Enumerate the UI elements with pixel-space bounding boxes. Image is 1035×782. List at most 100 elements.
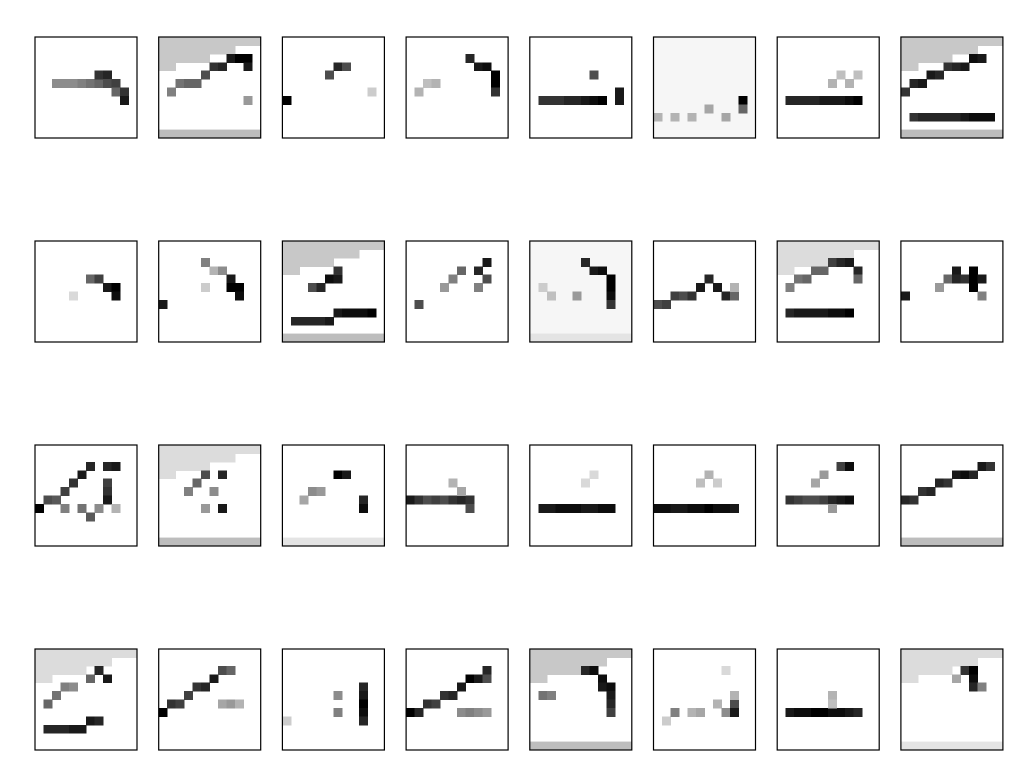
panel-frame xyxy=(405,240,509,343)
feature-panel-13 xyxy=(529,240,633,343)
panel-activation-cell xyxy=(713,503,722,513)
panel-top-fill-cell xyxy=(299,249,309,259)
panel-top-fill-cell xyxy=(802,257,812,267)
panel-top-fill-cell xyxy=(77,649,87,658)
panel-activation-cell xyxy=(457,707,467,717)
panel-frame xyxy=(34,444,138,547)
panel-activation-cell xyxy=(977,112,987,122)
panel-activation-cell xyxy=(580,95,590,105)
panel-top-fill-cell xyxy=(158,470,168,480)
panel-activation-cell xyxy=(597,266,607,276)
panel-top-fill-cell xyxy=(167,62,177,72)
panel-top-fill-cell xyxy=(909,45,919,55)
feature-panel-1 xyxy=(34,36,138,139)
panel-frame xyxy=(281,240,385,343)
panel-activation-cell xyxy=(201,470,211,480)
panel-activation-cell xyxy=(538,691,548,700)
panel-activation-cell xyxy=(960,470,970,480)
panel-activation-cell xyxy=(951,112,961,122)
panel-top-fill-cell xyxy=(597,649,607,658)
panel-frame xyxy=(529,444,633,547)
panel-activation-cell xyxy=(192,478,202,488)
panel-activation-cell xyxy=(606,274,616,284)
panel-activation-cell xyxy=(60,724,70,734)
panel-activation-cell xyxy=(934,478,944,488)
panel-activation-cell xyxy=(440,495,450,505)
panel-top-fill-cell xyxy=(900,657,910,667)
feature-panel-10 xyxy=(158,240,262,343)
panel-activation-cell xyxy=(730,291,739,301)
panel-activation-cell xyxy=(167,699,177,709)
panel-activation-cell xyxy=(333,470,343,480)
panel-activation-cell xyxy=(670,112,680,122)
panel-activation-cell xyxy=(606,699,616,709)
panel-top-fill-cell xyxy=(802,241,812,250)
panel-activation-cell xyxy=(670,503,680,513)
panel-top-fill-cell xyxy=(316,241,326,250)
panel-activation-cell xyxy=(653,299,663,309)
panel-activation-cell xyxy=(819,308,829,318)
panel-top-fill-cell xyxy=(926,665,936,675)
panel-activation-cell xyxy=(828,308,838,318)
panel-activation-cell xyxy=(69,79,78,88)
panel-activation-cell xyxy=(589,95,599,105)
panel-top-fill-cell xyxy=(926,53,936,63)
panel-activation-cell xyxy=(687,291,697,301)
panel-activation-cell xyxy=(951,470,961,480)
panel-activation-cell xyxy=(86,274,95,284)
panel-activation-cell xyxy=(951,266,961,276)
panel-top-fill-cell xyxy=(529,674,539,684)
panel-top-fill-cell xyxy=(226,453,236,463)
panel-activation-cell xyxy=(103,495,112,505)
panel-frame xyxy=(900,444,1004,547)
panel-top-fill-cell xyxy=(252,37,262,46)
panel-activation-cell xyxy=(307,487,317,496)
panel-activation-cell xyxy=(606,682,616,692)
panel-top-fill-cell xyxy=(819,249,829,259)
panel-activation-cell xyxy=(69,682,78,692)
panel-top-fill-cell xyxy=(926,649,936,658)
panel-activation-cell xyxy=(836,257,846,267)
panel-background xyxy=(653,649,756,750)
panel-activation-cell xyxy=(968,266,978,276)
panel-activation-cell xyxy=(538,95,548,105)
panel-activation-cell xyxy=(448,274,458,284)
panel-activation-cell xyxy=(414,707,424,717)
panel-activation-cell xyxy=(943,478,953,488)
panel-activation-cell xyxy=(358,495,368,505)
panel-top-fill-cell xyxy=(324,257,334,267)
panel-top-fill-cell xyxy=(77,665,87,675)
feature-panel-2 xyxy=(158,36,262,139)
panel-activation-cell xyxy=(704,104,714,114)
panel-top-fill-cell xyxy=(77,657,87,667)
panel-activation-cell xyxy=(679,503,688,513)
panel-top-fill-cell xyxy=(828,241,838,250)
panel-activation-cell xyxy=(77,79,87,88)
panel-activation-cell xyxy=(209,62,219,72)
panel-top-fill-cell xyxy=(785,249,795,259)
panel-background xyxy=(35,241,137,342)
panel-top-fill-cell xyxy=(358,241,368,250)
panel-activation-cell xyxy=(845,95,855,105)
panel-activation-cell xyxy=(900,291,910,301)
panel-activation-cell xyxy=(243,95,253,105)
panel-top-fill-cell xyxy=(926,657,936,667)
panel-top-fill-cell xyxy=(35,657,44,667)
panel-activation-cell xyxy=(555,503,565,513)
panel-activation-cell xyxy=(687,707,697,717)
panel-top-fill-cell xyxy=(307,241,317,250)
panel-top-fill-cell xyxy=(209,453,219,463)
panel-top-fill-cell xyxy=(43,674,53,684)
panel-activation-cell xyxy=(811,707,821,717)
panel-top-fill-cell xyxy=(909,62,919,72)
panel-activation-cell xyxy=(845,495,855,505)
panel-background xyxy=(653,445,756,546)
panel-activation-cell xyxy=(226,283,236,292)
panel-activation-cell xyxy=(52,691,61,700)
panel-activation-cell xyxy=(713,478,722,488)
panel-activation-cell xyxy=(235,291,245,301)
panel-top-fill-cell xyxy=(201,445,211,454)
panel-activation-cell xyxy=(60,79,70,88)
panel-background xyxy=(653,37,756,138)
panel-top-fill-cell xyxy=(192,37,202,46)
